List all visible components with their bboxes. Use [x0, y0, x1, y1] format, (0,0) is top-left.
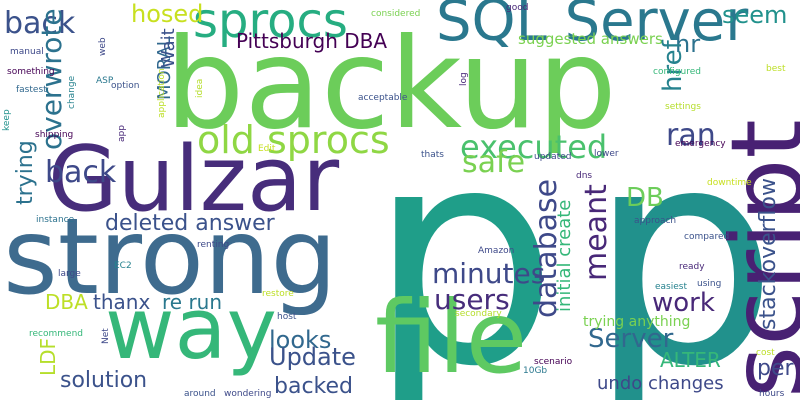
word-keep: keep	[2, 109, 12, 131]
word-updated: updated	[534, 152, 572, 162]
word-thanx: thanx	[93, 290, 151, 314]
word-update: Update	[269, 343, 356, 371]
word-trying-anything: trying anything	[583, 314, 691, 330]
word-stackoverflow: stackoverflow	[756, 178, 781, 330]
word-manual: manual	[10, 47, 44, 57]
word-renting: renting	[197, 240, 230, 250]
word-configured: configured	[653, 67, 701, 77]
word-back: back	[45, 155, 117, 190]
word-strong: strong	[3, 196, 338, 318]
word-something: something	[7, 67, 55, 77]
word-old-sprocs: old sprocs	[197, 118, 390, 162]
word-backed: backed	[274, 374, 353, 399]
word-seem: seem	[722, 1, 788, 29]
word-hr: hr	[675, 30, 701, 58]
word-users: users	[434, 283, 510, 316]
word-dns: dns	[576, 171, 593, 181]
word-10gb: 10Gb	[523, 366, 548, 376]
word-shipping: shipping	[35, 130, 74, 140]
word-suggested-answers: suggested answers	[518, 30, 663, 48]
word-gulzar: Gulzar	[48, 127, 340, 232]
word-minutes: minutes	[432, 257, 546, 290]
word-per: per	[757, 356, 794, 381]
word-safe: safe	[462, 145, 526, 180]
word-asp: ASP	[96, 76, 114, 86]
word-easiest: easiest	[655, 282, 687, 292]
word-ldf: LDF	[36, 337, 60, 376]
word-secondary: secondary	[455, 309, 502, 319]
word-ran: ran	[666, 118, 716, 153]
word-downtime: downtime	[707, 178, 752, 188]
word-acceptable: acceptable	[358, 93, 408, 103]
word-server: Server	[588, 324, 674, 354]
word-back: back	[4, 6, 76, 41]
word-recommend: recommend	[29, 329, 83, 339]
word-undo-changes: undo changes	[597, 373, 724, 394]
word-log: log	[459, 72, 469, 86]
word-host: host	[277, 312, 297, 322]
word-lower: lower	[594, 149, 619, 159]
word-considered: considered	[371, 9, 421, 19]
word-wondering: wondering	[224, 389, 272, 399]
word-p: p	[368, 83, 559, 400]
word-compared: compared	[684, 232, 730, 242]
word-large: large	[58, 269, 81, 279]
word-solution: solution	[60, 368, 148, 393]
word-wait: Wait	[158, 28, 179, 68]
word-sprocs: sprocs	[193, 0, 348, 49]
word-application: application	[157, 68, 167, 118]
word-alter: ALTER	[660, 348, 721, 372]
word-net: Net	[101, 328, 111, 344]
word-web: web	[98, 37, 108, 56]
word-cost: cost	[756, 348, 775, 358]
word-idea: idea	[195, 78, 205, 98]
word-overwrote: overwrote	[35, 8, 68, 150]
word-trying: trying	[13, 140, 38, 205]
word-backup: backup	[165, 12, 617, 157]
word-fastest: fastest	[16, 85, 47, 95]
word-meant: meant	[579, 184, 614, 281]
word-work: work	[652, 288, 715, 318]
word-hours: hours	[759, 389, 785, 399]
word-p: p	[588, 83, 779, 400]
word-settings: settings	[665, 102, 701, 112]
word-approach: approach	[634, 216, 677, 226]
word-deleted-answer: deleted answer	[105, 211, 275, 236]
word-using: using	[697, 279, 722, 289]
word-sql-server: SQL Server	[436, 0, 749, 54]
word-initial-create: initial create	[554, 199, 575, 312]
word-hosed: hosed	[131, 0, 204, 28]
word-change: change	[67, 75, 77, 109]
word-executed: executed	[460, 128, 608, 166]
word-emergency: emergency	[675, 139, 726, 149]
word-option: option	[111, 81, 140, 91]
word-restore: restore	[262, 289, 294, 299]
word-dba: DBA	[45, 290, 88, 314]
word-scenario: scenario	[534, 357, 573, 367]
word-good: good	[506, 3, 529, 13]
word-ready: ready	[679, 262, 705, 272]
word-app: app	[117, 125, 127, 142]
word-db: DB	[626, 183, 664, 213]
word-pittsburgh-dba: Pittsburgh DBA	[236, 29, 388, 53]
word-amazon: Amazon	[478, 246, 515, 256]
word-edit: Edit	[258, 144, 276, 154]
word-around: around	[184, 389, 216, 399]
word-ec2: EC2	[114, 261, 132, 271]
word-instance: instance	[36, 215, 75, 225]
word-re-run: re run	[162, 290, 223, 314]
word-thats: thats	[421, 150, 444, 160]
word-looks: looks	[269, 326, 332, 354]
word-way: way	[105, 280, 277, 379]
word-best: best	[766, 64, 786, 74]
word-file: file	[375, 279, 528, 396]
